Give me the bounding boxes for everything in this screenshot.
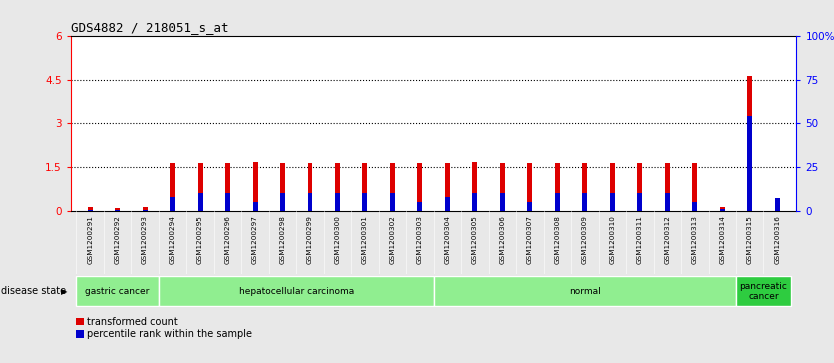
Bar	[555, 163, 560, 211]
Text: GSM1200305: GSM1200305	[472, 216, 478, 265]
Bar	[253, 162, 258, 211]
Text: GSM1200296: GSM1200296	[224, 216, 230, 265]
Bar	[390, 193, 395, 211]
Text: GSM1200293: GSM1200293	[142, 216, 148, 265]
Bar	[418, 163, 422, 211]
Bar	[582, 193, 587, 211]
Bar	[88, 210, 93, 211]
Text: pancreatic
cancer: pancreatic cancer	[740, 282, 787, 301]
Bar	[665, 163, 670, 211]
Bar	[363, 193, 368, 211]
Bar	[610, 193, 615, 211]
Bar	[692, 163, 697, 211]
Bar	[225, 163, 230, 211]
Bar	[472, 193, 477, 211]
Bar	[610, 163, 615, 211]
Legend: transformed count, percentile rank within the sample: transformed count, percentile rank withi…	[76, 317, 253, 339]
Text: disease state: disease state	[1, 286, 66, 296]
Text: GSM1200306: GSM1200306	[500, 216, 505, 265]
Bar	[253, 202, 258, 211]
Text: gastric cancer: gastric cancer	[85, 287, 150, 296]
Text: GSM1200304: GSM1200304	[445, 216, 450, 265]
Text: normal: normal	[569, 287, 600, 296]
Bar	[500, 193, 505, 211]
Text: GSM1200299: GSM1200299	[307, 216, 313, 265]
Bar	[335, 163, 340, 211]
Bar	[280, 163, 285, 211]
Text: GSM1200303: GSM1200303	[417, 216, 423, 265]
Bar	[527, 163, 532, 211]
Text: GSM1200292: GSM1200292	[114, 216, 121, 265]
Text: GSM1200308: GSM1200308	[555, 216, 560, 265]
Text: GDS4882 / 218051_s_at: GDS4882 / 218051_s_at	[71, 21, 229, 34]
Bar	[170, 163, 175, 211]
Text: GSM1200301: GSM1200301	[362, 216, 368, 265]
Bar	[775, 198, 780, 211]
Bar	[434, 277, 736, 306]
Text: GSM1200310: GSM1200310	[610, 216, 615, 265]
Bar	[775, 207, 780, 211]
Text: GSM1200313: GSM1200313	[691, 216, 698, 265]
Bar	[390, 163, 395, 211]
Text: GSM1200300: GSM1200300	[334, 216, 340, 265]
Text: hepatocellular carcinoma: hepatocellular carcinoma	[239, 287, 354, 296]
Bar	[143, 210, 148, 211]
Text: ▶: ▶	[61, 287, 68, 296]
Bar	[637, 193, 642, 211]
Bar	[77, 277, 158, 306]
Bar	[225, 193, 230, 211]
Bar	[445, 163, 450, 211]
Text: GSM1200314: GSM1200314	[719, 216, 726, 265]
Text: GSM1200307: GSM1200307	[527, 216, 533, 265]
Bar	[158, 277, 434, 306]
Bar	[198, 163, 203, 211]
Bar	[692, 202, 697, 211]
Text: GSM1200315: GSM1200315	[746, 216, 753, 265]
Text: GSM1200311: GSM1200311	[637, 216, 643, 265]
Text: GSM1200294: GSM1200294	[169, 216, 176, 265]
Text: GSM1200316: GSM1200316	[774, 216, 781, 265]
Text: GSM1200295: GSM1200295	[197, 216, 203, 265]
Bar	[637, 163, 642, 211]
Bar	[363, 163, 368, 211]
Bar	[665, 193, 670, 211]
Bar	[170, 197, 175, 211]
Bar	[115, 210, 120, 211]
Bar	[335, 193, 340, 211]
Bar	[472, 162, 477, 211]
Bar	[720, 207, 725, 211]
Bar	[143, 207, 148, 211]
Bar	[308, 193, 313, 211]
Text: GSM1200309: GSM1200309	[582, 216, 588, 265]
Text: GSM1200298: GSM1200298	[279, 216, 285, 265]
Bar	[747, 76, 752, 211]
Bar	[280, 193, 285, 211]
Bar	[720, 209, 725, 211]
Bar	[88, 207, 93, 211]
Bar	[418, 202, 422, 211]
Bar	[582, 163, 587, 211]
Bar	[747, 117, 752, 211]
Bar	[500, 163, 505, 211]
Bar	[527, 202, 532, 211]
Text: GSM1200312: GSM1200312	[665, 216, 671, 265]
Bar	[115, 208, 120, 211]
Bar	[555, 193, 560, 211]
Text: GSM1200297: GSM1200297	[252, 216, 258, 265]
Bar	[308, 163, 313, 211]
Text: GSM1200291: GSM1200291	[87, 216, 93, 265]
Bar	[445, 197, 450, 211]
Bar	[736, 277, 791, 306]
Text: GSM1200302: GSM1200302	[389, 216, 395, 265]
Bar	[198, 193, 203, 211]
